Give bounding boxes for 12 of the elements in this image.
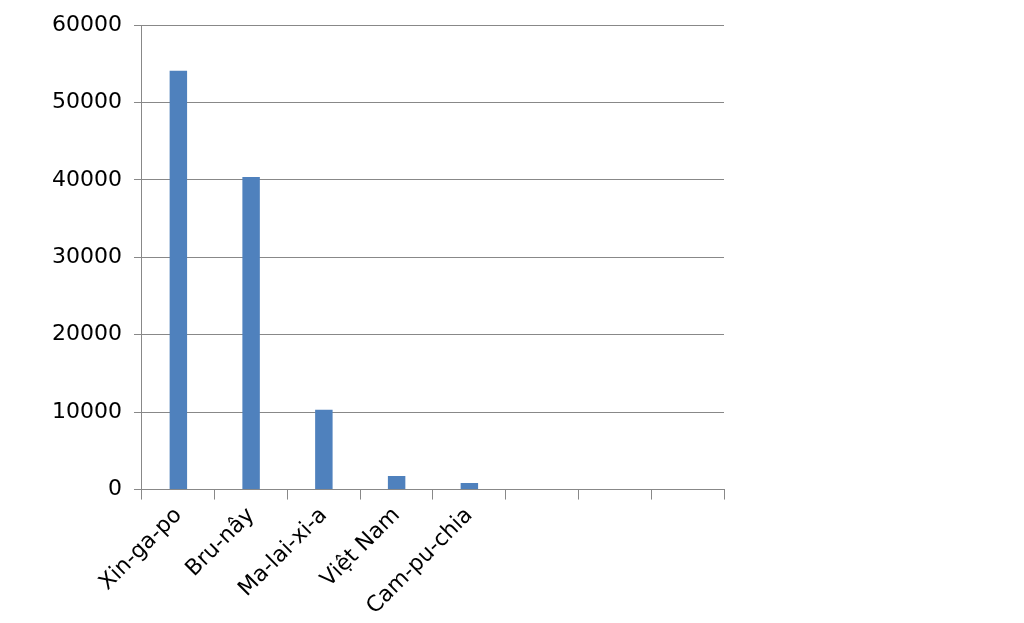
bar xyxy=(169,70,188,490)
y-tick-label: 60000 xyxy=(51,10,122,36)
bar xyxy=(387,476,406,490)
y-tick-label: 40000 xyxy=(51,165,122,191)
bar xyxy=(315,409,333,490)
y-tick-label: 20000 xyxy=(51,320,122,346)
y-tick-label: 0 xyxy=(107,475,122,501)
bar xyxy=(242,176,260,490)
y-tick-label: 10000 xyxy=(51,397,122,423)
y-tick-label: 50000 xyxy=(51,88,122,114)
bar xyxy=(460,482,479,490)
y-tick-label: 30000 xyxy=(51,243,122,269)
